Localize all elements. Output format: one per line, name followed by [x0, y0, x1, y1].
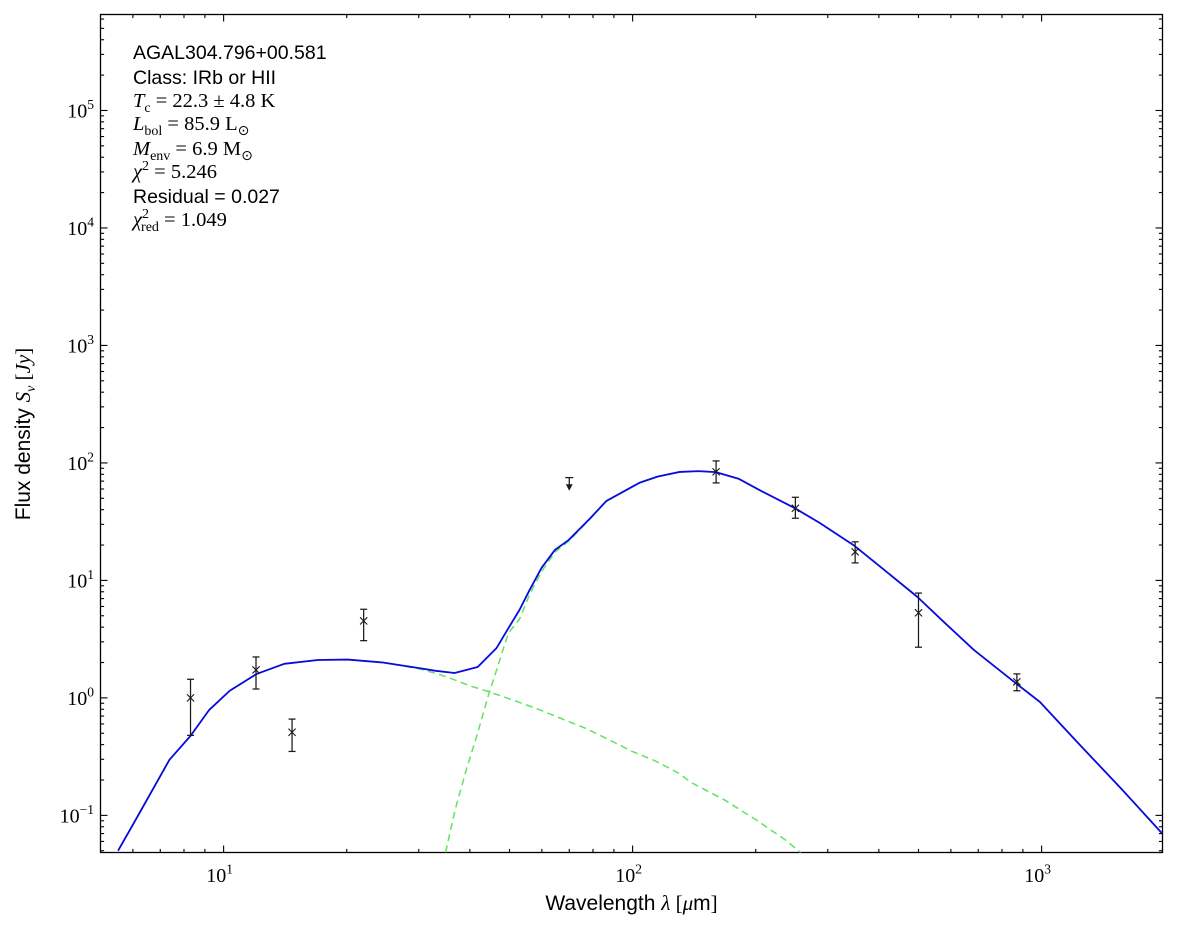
- y-tick-label-100000: 105: [67, 97, 94, 123]
- y-tick-label-1000: 103: [67, 332, 94, 358]
- x-tick-label-10: 101: [206, 862, 233, 888]
- data-point-250um: [791, 496, 800, 519]
- plot-border: [99, 13, 1164, 854]
- x-tick-label-1000: 103: [1024, 862, 1051, 888]
- y-tick-label-10000: 104: [67, 214, 94, 240]
- annotation-line-6: Residual = 0.027: [133, 186, 280, 208]
- annotation-line-0: AGAL304.796+00.581: [133, 42, 327, 64]
- annotation-line-4: Menv = 6.9 M⊙: [132, 138, 253, 164]
- data-point-14.7um: [288, 718, 297, 753]
- annotation-line-3: Lbol = 85.9 L⊙: [132, 113, 249, 139]
- data-points-group: [186, 460, 1021, 753]
- annotation-line-2: Tc = 22.3 ± 4.8 K: [133, 90, 276, 116]
- data-point-8.3um: [186, 678, 195, 736]
- x-axis-title: Wavelength λ [μm]: [545, 891, 717, 915]
- annotation-line-5: χ2 = 5.246: [131, 159, 217, 183]
- y-axis-title: Flux density Sν [Jy]: [11, 348, 39, 521]
- y-tick-label-10: 101: [67, 567, 94, 593]
- data-point-22um: [359, 608, 368, 642]
- annotation-line-1: Class: IRb or HII: [133, 67, 276, 89]
- curves-group: [117, 470, 1163, 853]
- x-tick-label-100: 102: [615, 862, 642, 888]
- annotation-line-7: χ2 red = 1.049: [131, 207, 227, 235]
- data-point-12um: [252, 656, 260, 690]
- data-point-350um: [851, 541, 860, 564]
- y-tick-label-1: 100: [67, 684, 94, 710]
- axis-ticks: [100, 14, 1163, 853]
- data-point-160um: [712, 460, 721, 484]
- total-model-curve: [117, 470, 1163, 852]
- y-tick-label-0.1: 10−1: [60, 802, 94, 828]
- upper-limit-70um: [565, 476, 574, 491]
- y-tick-label-100: 102: [67, 449, 94, 475]
- data-point-870um: [1012, 673, 1021, 692]
- data-point-500um: [914, 592, 923, 648]
